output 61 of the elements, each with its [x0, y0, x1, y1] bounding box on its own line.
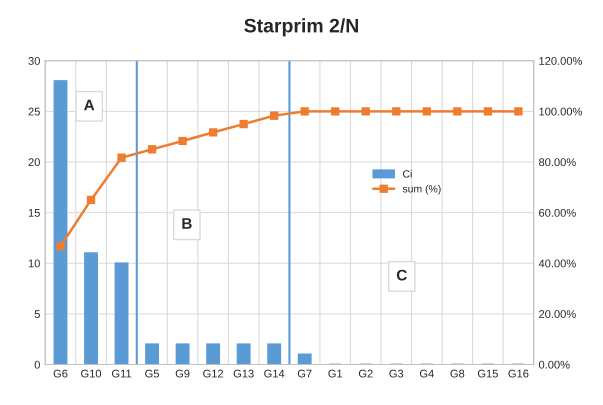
x-tick-label: G15	[478, 370, 498, 378]
bar	[236, 343, 251, 364]
bar	[176, 343, 190, 364]
x-tick-label: G12	[203, 370, 224, 378]
point	[300, 107, 309, 116]
point	[331, 107, 340, 116]
x-tick-label: G5	[145, 370, 160, 378]
y-tick-label: 10	[28, 260, 40, 268]
x-tick-label: G7	[298, 370, 312, 378]
point	[178, 136, 187, 146]
annotation: C	[396, 270, 407, 281]
point	[239, 120, 248, 128]
y-tick-label: 25	[28, 108, 40, 116]
point	[422, 107, 431, 116]
point	[117, 154, 126, 162]
bar	[114, 262, 128, 364]
x-tick-label: G16	[508, 370, 528, 378]
x-tick-label: G2	[358, 370, 373, 378]
point	[392, 107, 400, 116]
y2-tick-label: 40.00%	[538, 260, 576, 268]
bar	[298, 354, 312, 364]
annotation: B	[182, 218, 192, 229]
x-tick-label: G8	[450, 370, 464, 378]
bar	[206, 343, 220, 364]
x-tick-label: G3	[389, 370, 404, 378]
x-tick-label: G11	[112, 370, 132, 378]
y-tick-label: 5	[34, 310, 40, 318]
y-tick-label: 20	[28, 158, 40, 166]
bar	[84, 252, 98, 364]
y2-tick-label: 120.00%	[539, 57, 582, 65]
bar	[145, 343, 160, 364]
point	[484, 107, 492, 116]
y-tick-label: 30	[28, 57, 40, 65]
y2-tick-label: 20.00%	[539, 310, 576, 318]
y2-tick-label: 0.00%	[538, 360, 570, 369]
x-tick-label: G10	[81, 370, 102, 378]
point	[86, 196, 96, 204]
point	[362, 107, 370, 116]
annotation: A	[84, 100, 94, 110]
point	[270, 112, 278, 120]
y2-tick-label: 80.00%	[539, 158, 576, 166]
y2-tick-label: 100.00%	[539, 108, 582, 116]
point	[208, 128, 218, 137]
point	[56, 242, 65, 250]
y-tick-label: 0	[34, 360, 40, 369]
point	[514, 107, 523, 116]
x-tick-label: G9	[176, 370, 190, 378]
x-tick-label: G13	[234, 370, 254, 378]
legend-label: sum (%)	[402, 184, 441, 195]
bar	[54, 80, 68, 364]
x-tick-label: G1	[328, 370, 342, 378]
x-tick-label: G6	[54, 370, 68, 378]
y2-tick-label: 60.00%	[539, 208, 576, 217]
chart-title: Starprim 2/N	[244, 18, 358, 36]
legend-label: Ci	[403, 170, 412, 178]
point	[453, 107, 462, 116]
y-tick-label: 15	[28, 209, 40, 217]
x-tick-label: G14	[264, 370, 284, 378]
point	[148, 145, 156, 154]
bar	[267, 343, 282, 364]
x-tick-label: G4	[420, 370, 434, 378]
